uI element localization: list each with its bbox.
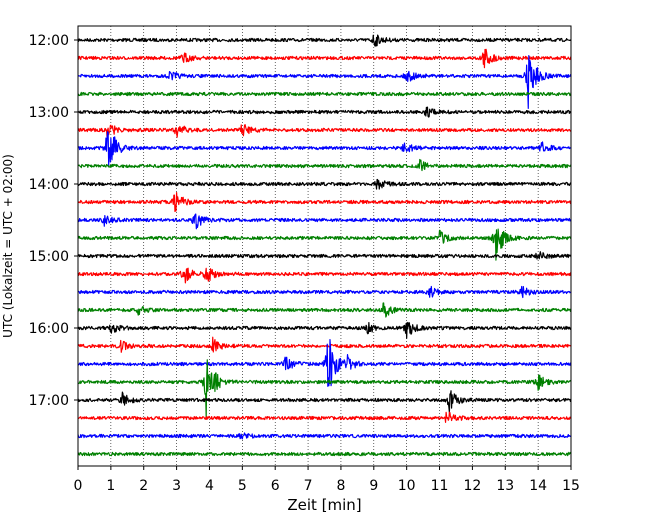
trace-1330 [77, 131, 572, 166]
x-tick-label: 2 [139, 478, 148, 494]
trace-1300 [77, 106, 572, 118]
seismogram-traces [77, 34, 572, 457]
trace-1630 [77, 339, 572, 387]
x-tick-label: 15 [562, 478, 580, 494]
x-tick-label: 6 [271, 478, 280, 494]
y-axis-label: UTC (Lokalzeit = UTC + 02:00) [1, 154, 15, 338]
y-tick-label: 12:00 [29, 33, 69, 49]
x-tick-label: 4 [205, 478, 214, 494]
trace-1730 [77, 432, 572, 440]
trace-1415 [77, 192, 572, 213]
x-axis-label: Zeit [min] [287, 496, 361, 514]
trace-1230 [77, 55, 572, 109]
x-axis-ticks: 0 1 2 3 4 5 6 7 8 9 10 11 12 13 14 15 [74, 466, 580, 494]
x-tick-label: 9 [369, 478, 378, 494]
trace-1745 [77, 451, 572, 457]
trace-1445 [77, 228, 572, 261]
x-tick-label: 12 [463, 478, 481, 494]
trace-1200 [77, 34, 572, 47]
x-tick-label: 14 [529, 478, 547, 494]
trace-1700 [77, 390, 572, 413]
trace-1515 [77, 267, 572, 284]
x-tick-label: 1 [106, 478, 115, 494]
trace-1545 [77, 302, 572, 318]
y-tick-label: 13:00 [29, 105, 69, 121]
x-tick-label: 0 [74, 478, 83, 494]
y-axis-ticks: 12:00 13:00 14:00 15:00 16:00 17:00 [29, 33, 78, 409]
trace-1400 [77, 178, 572, 190]
trace-1245 [77, 91, 572, 97]
trace-1615 [77, 336, 572, 353]
trace-1530 [77, 285, 572, 299]
x-tick-label: 3 [172, 478, 181, 494]
trace-1715 [77, 411, 572, 423]
x-tick-label: 5 [238, 478, 247, 494]
y-tick-label: 14:00 [29, 177, 69, 193]
x-tick-label: 13 [496, 478, 514, 494]
trace-1645 [77, 359, 572, 418]
x-tick-label: 11 [431, 478, 449, 494]
plot-frame [77, 25, 572, 467]
trace-1315 [77, 124, 572, 138]
trace-1345 [77, 158, 572, 172]
trace-1430 [77, 213, 572, 230]
x-tick-label: 8 [336, 478, 345, 494]
x-tick-label: 10 [398, 478, 416, 494]
y-tick-label: 17:00 [29, 393, 69, 409]
y-tick-label: 15:00 [29, 249, 69, 265]
trace-1600 [77, 321, 572, 339]
trace-1215 [77, 48, 572, 69]
x-tick-label: 7 [304, 478, 313, 494]
trace-1500 [77, 251, 572, 260]
y-tick-label: 16:00 [29, 321, 69, 337]
vertical-grid-lines [110, 26, 539, 466]
